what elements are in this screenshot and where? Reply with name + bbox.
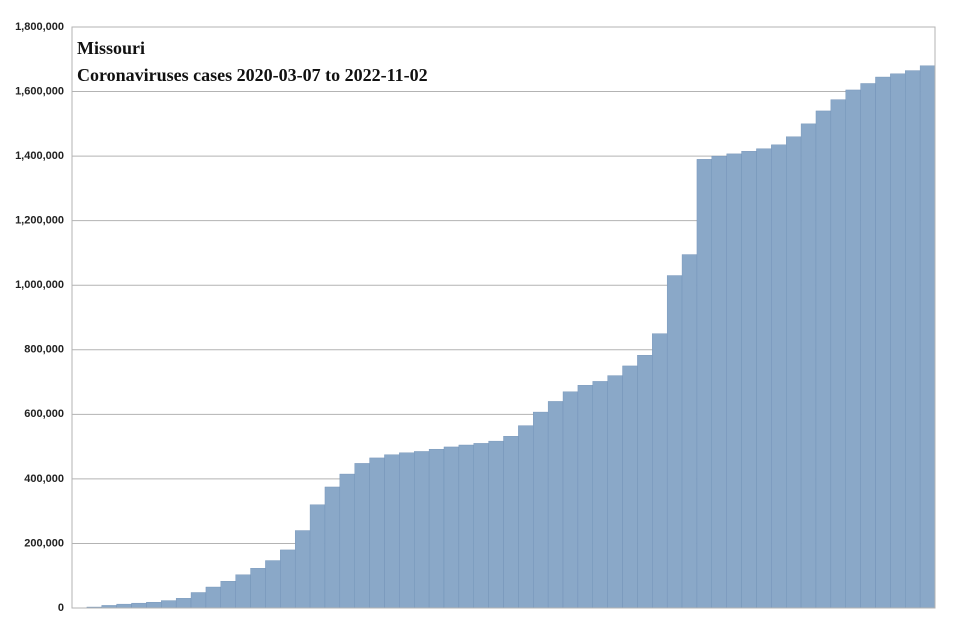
bar: [294, 530, 311, 609]
bar: [637, 355, 653, 609]
bar: [800, 123, 817, 609]
bar: [860, 83, 876, 609]
bar: [518, 425, 534, 609]
bar: [324, 486, 341, 609]
y-tick-label: 800,000: [24, 344, 64, 356]
chart-subtitle: Coronaviruses cases 2020-03-07 to 2022-1…: [77, 65, 428, 85]
bar: [443, 446, 460, 609]
bar: [146, 601, 162, 609]
y-tick-label: 1,000,000: [15, 279, 64, 291]
bar: [503, 436, 519, 609]
bar: [756, 148, 772, 609]
bar: [414, 451, 430, 609]
bar: [131, 602, 147, 609]
y-tick-label: 1,400,000: [15, 150, 64, 162]
bar: [384, 454, 400, 609]
bar: [919, 65, 936, 609]
y-tick-label: 400,000: [24, 473, 64, 485]
bar: [175, 598, 192, 609]
bar: [547, 401, 564, 609]
bar: [652, 333, 668, 609]
bar: [339, 473, 355, 609]
bar: [265, 560, 281, 609]
bar: [458, 444, 474, 609]
bar: [666, 275, 683, 609]
bar: [250, 568, 266, 609]
bar: [488, 440, 504, 609]
bar: [533, 411, 549, 609]
bar: [220, 581, 236, 609]
bar: [711, 155, 727, 609]
bars: [86, 65, 936, 609]
chart-title: Missouri: [77, 38, 145, 58]
y-tick-label: 1,600,000: [15, 85, 64, 97]
bar: [235, 574, 251, 609]
bar: [309, 504, 326, 609]
bar: [696, 159, 713, 609]
bar: [607, 375, 623, 609]
bar: [190, 592, 207, 609]
y-tick-label: 1,800,000: [15, 21, 64, 33]
bar: [771, 144, 787, 609]
bar: [205, 586, 221, 609]
bar: [875, 76, 891, 609]
y-tick-label: 200,000: [24, 537, 64, 549]
bar: [428, 448, 445, 609]
bar: [473, 443, 489, 609]
bar: [280, 549, 296, 609]
bar: [562, 391, 579, 609]
bar: [592, 381, 608, 609]
bar: [845, 89, 861, 609]
bar: [369, 457, 385, 609]
y-tick-label: 600,000: [24, 408, 64, 420]
bar: [726, 153, 742, 609]
bar: [354, 463, 370, 609]
bar: [890, 73, 906, 609]
bar: [399, 452, 415, 609]
bar: [741, 151, 757, 609]
bar: [161, 600, 177, 609]
bar: [116, 603, 132, 609]
bar: [786, 136, 802, 609]
bar: [681, 254, 698, 609]
bar: [577, 385, 593, 609]
plot-frame: [71, 26, 936, 609]
bar: [905, 70, 921, 609]
bar: [815, 110, 832, 609]
bar: [622, 365, 638, 609]
y-tick-label: 1,200,000: [15, 215, 64, 227]
y-tick-label: 0: [58, 602, 64, 614]
bar: [830, 99, 846, 609]
